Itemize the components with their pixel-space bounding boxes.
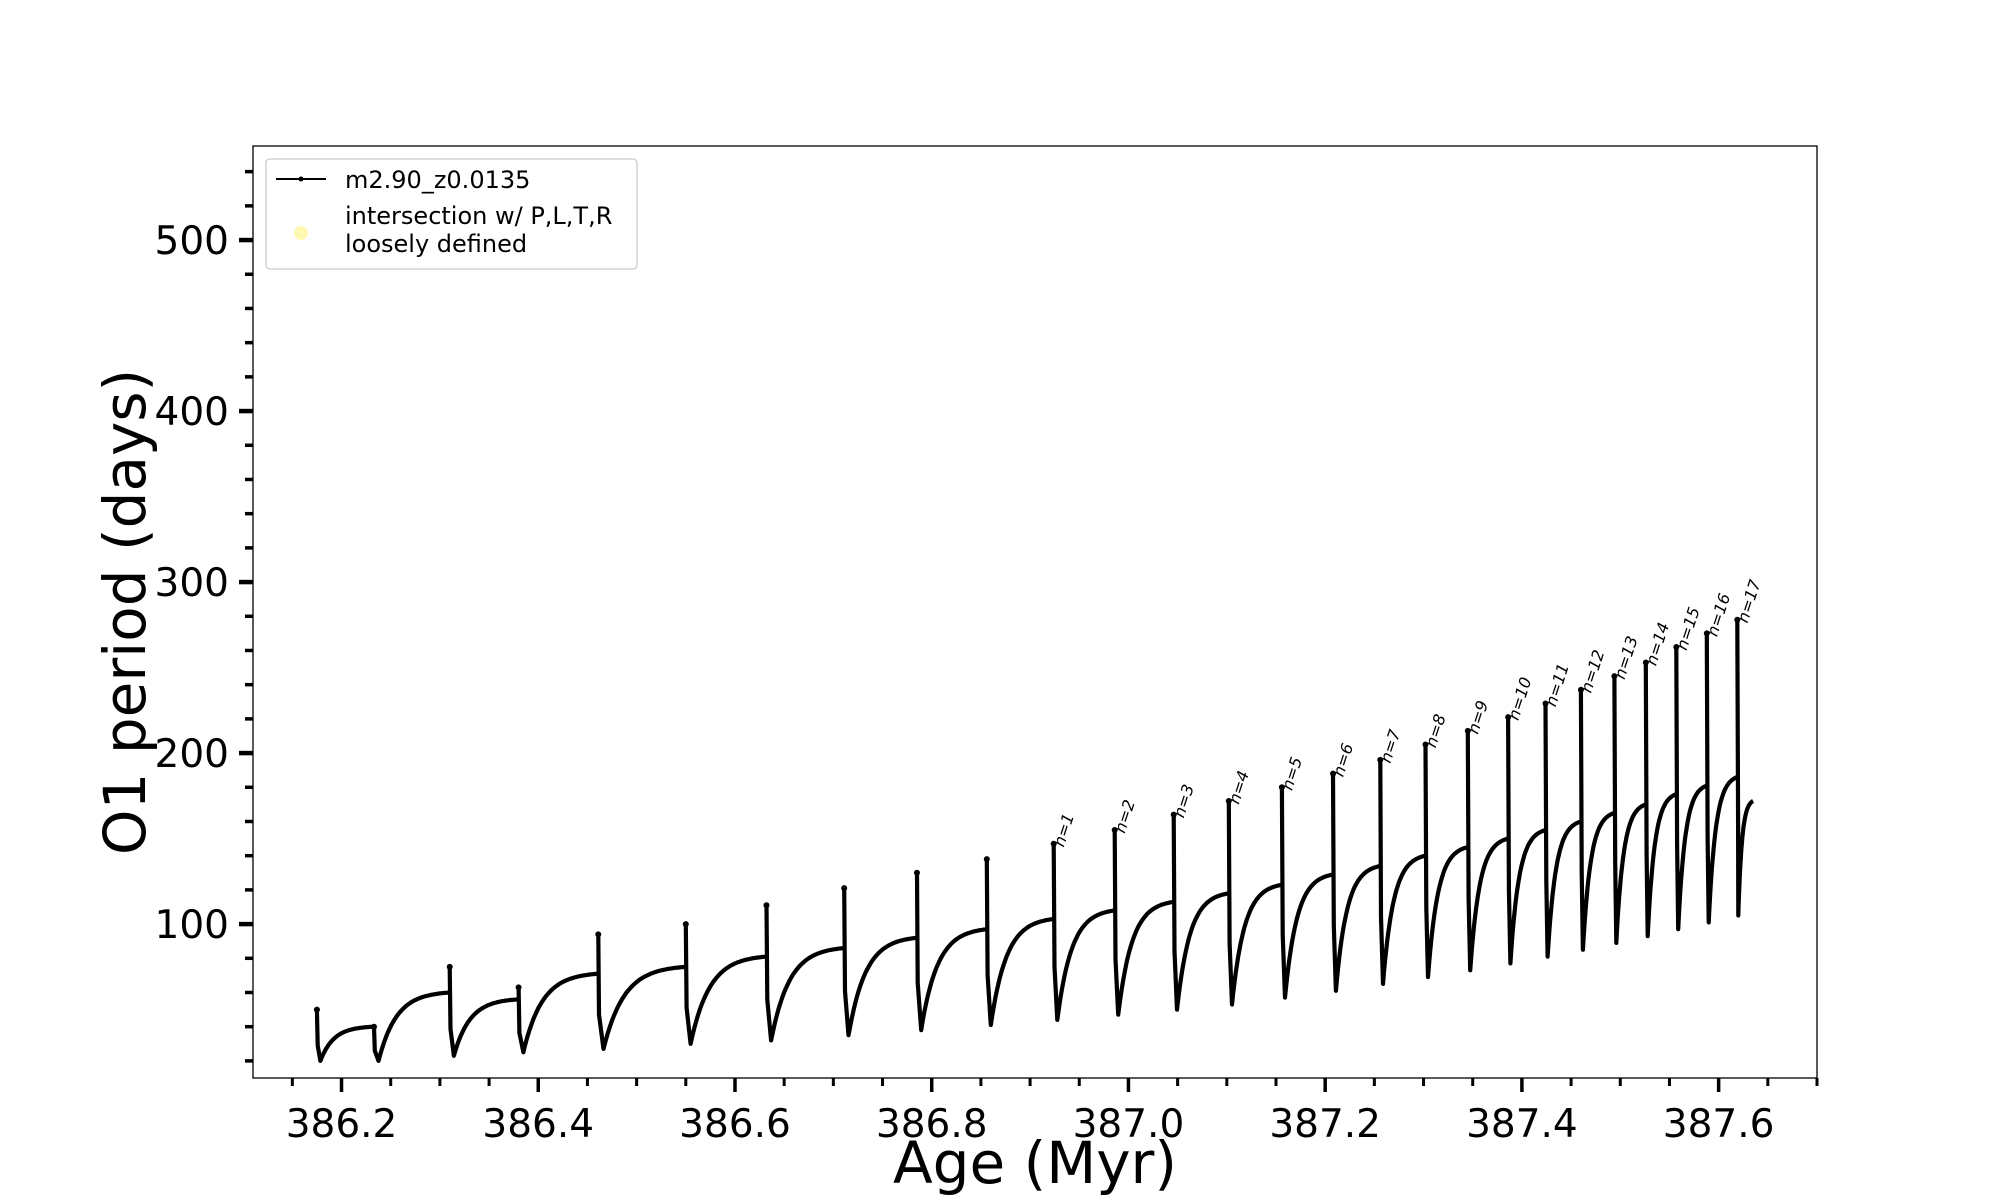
cycle-peak-marker — [1225, 797, 1232, 804]
series-cycle — [1112, 829, 1175, 1017]
legend-series-label: m2.90_z0.0135 — [345, 166, 530, 194]
series-cycle — [1423, 744, 1469, 980]
cycle-peak-marker — [1673, 644, 1680, 651]
series-cycle — [1704, 633, 1739, 925]
x-tick-label: 386.4 — [482, 1102, 594, 1147]
plot-frame — [252, 145, 1818, 1079]
cycle-peak-marker — [1050, 840, 1057, 847]
cycle-peak-marker — [1170, 811, 1177, 818]
legend: m2.90_z0.0135 intersection w/ P,L,T,R lo… — [265, 158, 638, 270]
y-tick-label: 400 — [155, 390, 229, 435]
series-cycle — [914, 872, 988, 1033]
y-axis-label: O1 period (days) — [91, 369, 159, 855]
cycle-peak-marker — [763, 902, 770, 909]
cycle-peak-marker — [1278, 784, 1285, 791]
series-cycle — [516, 971, 599, 1055]
legend-intersection-label-line-1: intersection w/ P,L,T,R — [345, 202, 612, 230]
cycle-peak-marker — [313, 1006, 320, 1013]
legend-box — [265, 158, 638, 270]
cycle-peak-marker — [1111, 827, 1118, 834]
cycle-peak-marker — [446, 963, 453, 970]
series-cycle — [1051, 843, 1116, 1022]
cycle-peak-marker — [1542, 700, 1549, 707]
series-layer — [313, 616, 1755, 1063]
series-cycle — [314, 1009, 375, 1063]
cycle-peak-marker — [1330, 770, 1337, 777]
x-tick-label: 387.0 — [1073, 1102, 1185, 1147]
series-cycle — [1506, 717, 1547, 966]
y-axis: 100 200 300 400 500 — [155, 169, 253, 1063]
x-tick-label: 386.8 — [876, 1102, 988, 1147]
cycle-peak-marker — [983, 856, 990, 863]
x-tick-label: 387.6 — [1663, 1102, 1775, 1147]
x-axis-label: Age (Myr) — [893, 1129, 1177, 1197]
cycle-peak-marker — [1734, 616, 1741, 623]
series-cycle — [764, 905, 845, 1043]
y-tick-label: 200 — [155, 732, 229, 777]
series-cycle — [1378, 759, 1427, 986]
cycle-peak-marker — [1505, 714, 1512, 721]
cycle-peak-marker — [370, 1023, 377, 1030]
x-tick-label: 386.6 — [679, 1102, 791, 1147]
cycle-peak-marker — [1611, 673, 1618, 680]
cycle-peak-marker — [682, 921, 689, 928]
series-cycle — [447, 966, 520, 1058]
series-cycle — [1612, 676, 1648, 945]
cycle-peak-marker — [515, 984, 522, 991]
cycle-peak-marker — [1377, 756, 1384, 763]
cycle-peak-marker — [595, 931, 602, 938]
x-tick-label: 387.2 — [1269, 1102, 1381, 1147]
series-cycle — [371, 990, 450, 1063]
series-cycle — [596, 934, 686, 1051]
cycle-peak-marker — [1703, 630, 1710, 637]
series-cycle — [1674, 647, 1709, 932]
series-cycle — [1330, 773, 1382, 993]
cycle-peak-marker — [1422, 741, 1429, 748]
series-cycle — [984, 859, 1055, 1028]
series-cycle — [1279, 787, 1334, 1000]
series-cycle — [1578, 689, 1616, 952]
x-axis: 386.2 386.4 386.6 386.8 387.0 387.2 387.4 387.6 — [286, 1078, 1819, 1147]
series-cycle — [1735, 619, 1755, 918]
series-cycle — [1543, 703, 1583, 959]
series-cycle — [1465, 730, 1510, 973]
cycle-peak-marker — [913, 869, 920, 876]
cycle-peak-marker — [1464, 727, 1471, 734]
series-cycle — [683, 924, 767, 1046]
series-cycle — [1226, 800, 1283, 1007]
series-cycle — [842, 888, 918, 1038]
cycle-peak-marker — [1642, 659, 1649, 666]
y-tick-label: 300 — [155, 561, 229, 606]
cycle-peak-marker — [841, 885, 848, 892]
legend-intersection-label-line-2: loosely defined — [345, 230, 527, 258]
x-tick-label: 387.4 — [1466, 1102, 1578, 1147]
y-tick-label: 500 — [155, 219, 229, 264]
legend-intersection-marker — [294, 226, 308, 240]
legend-series-marker — [298, 176, 304, 182]
x-tick-label: 386.2 — [286, 1102, 398, 1147]
cycle-peak-marker — [1577, 686, 1584, 693]
series-cycle — [1643, 662, 1678, 939]
y-tick-label: 100 — [155, 903, 229, 948]
series-cycle — [1171, 814, 1230, 1012]
